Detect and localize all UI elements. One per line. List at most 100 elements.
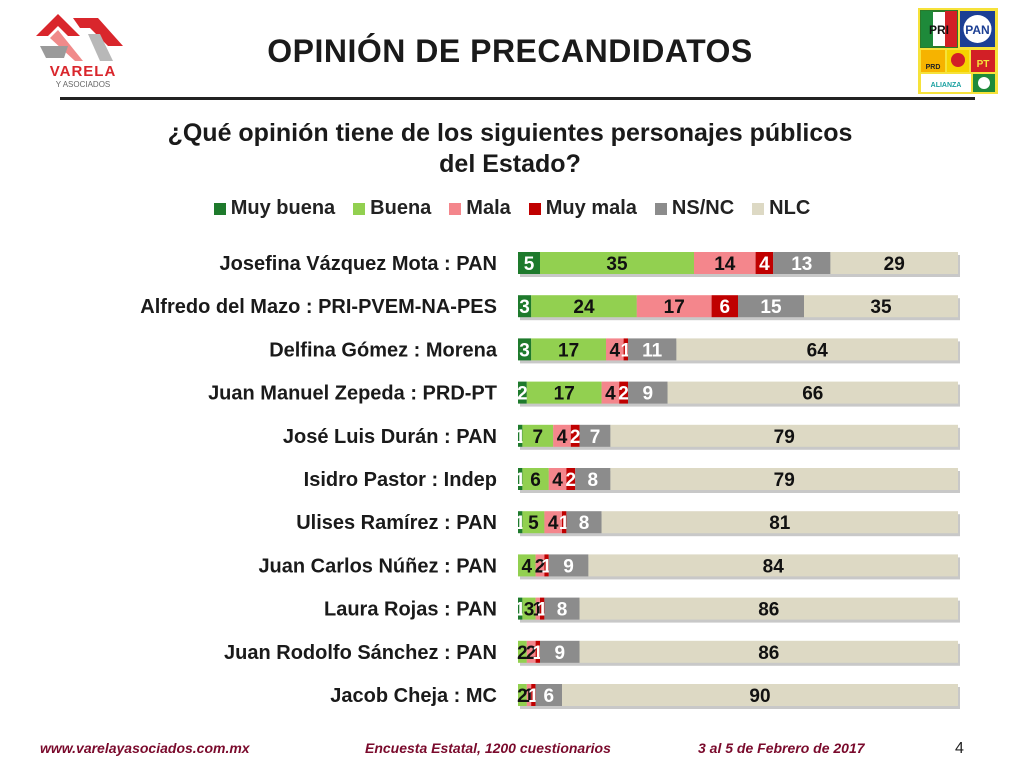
bar-segment [518,511,523,534]
bar-segment [518,554,536,577]
legend-label: Muy mala [545,197,637,219]
data-label: 66 [802,384,823,405]
data-label: 1 [528,686,539,707]
legend-swatch [213,202,226,215]
data-label: 4 [548,513,559,534]
bar-segment [588,554,958,577]
category-label: Laura Rojas : PAN [324,599,497,621]
bar-segment [518,597,523,620]
data-label: 1 [621,340,632,361]
bar-segment [548,468,567,490]
data-label: 2 [566,470,577,491]
bar-segment [526,381,602,404]
data-label: 5 [524,254,535,275]
bar-segment [518,295,532,318]
legend-label: NLC [769,197,811,219]
legend-item: Muy mala [528,197,637,220]
logo-pri-label: PRI [929,23,949,37]
bar-segment [562,511,567,534]
bar-segment [526,684,532,706]
data-label: 1 [559,513,570,534]
data-label: 64 [807,340,829,361]
data-label: 9 [555,643,566,664]
legend-label: NS/NC [671,197,735,219]
data-label: 2 [526,643,537,664]
data-label: 1 [533,600,544,621]
data-label: 17 [664,297,685,318]
data-label: 81 [769,513,791,534]
legend-swatch [654,202,667,215]
data-label: 6 [544,686,555,707]
data-label: 86 [758,643,779,664]
data-label: 3 [519,297,530,318]
page-title: OPINIÓN DE PRECANDIDATOS [267,33,753,69]
chart-title: ¿Qué opinión tiene de los siguientes per… [167,119,853,178]
data-label: 90 [749,686,770,707]
bar-segment [544,597,580,620]
bar-segment [553,424,571,447]
data-label: 4 [605,384,616,405]
logo-left-text: VARELA [50,63,117,80]
data-label: 3 [524,600,535,621]
stacked-bar-chart: Josefina Vázquez Mota : PAN 5 35 14 4 13 29Alf… [140,252,960,709]
bar-segment [544,554,549,577]
data-label: 24 [573,297,595,318]
bar-segment [531,295,637,318]
bar-segment [535,597,540,620]
data-label: 2 [618,384,629,405]
data-label: 1 [524,686,535,707]
footer-survey: Encuesta Estatal, 1200 cuestionarios [365,740,611,756]
bar-segment [540,597,545,620]
data-label: 1 [515,470,526,491]
bar-segment [522,597,536,620]
data-label: 29 [884,254,905,275]
bar-segment [518,468,523,490]
footer-date: 3 al 5 de Febrero de 2017 [698,740,865,756]
bar-segment [566,468,576,490]
bar-segment [830,252,958,274]
bar-segment [518,381,527,404]
data-label: 14 [714,254,736,275]
data-label: 8 [579,513,590,534]
data-label: 4 [552,470,563,491]
data-label: 79 [774,470,795,491]
bar-segment [535,554,545,577]
parties-logo: PRI PAN PRD PT ALIANZA [918,8,998,94]
data-label: 2 [517,384,528,405]
legend-swatch [449,202,462,215]
data-label: 13 [791,254,812,275]
bar-segment [579,424,611,447]
logo-alianza-label: ALIANZA [931,82,962,89]
data-label: 79 [774,427,795,448]
data-label: 1 [533,643,544,664]
data-label: 4 [557,427,568,448]
category-label: José Luis Durán : PAN [283,426,497,448]
bar-segment [676,338,958,361]
bar-segment [755,252,774,274]
bar-segment [562,684,958,706]
data-label: 4 [522,556,533,577]
bar-segment [535,640,540,663]
data-label: 1 [537,600,548,621]
bar-segment [518,684,527,706]
bar-segment [566,511,602,534]
bar-segment [773,252,831,274]
footer-website[interactable]: www.varelayasociados.com.mx [40,740,250,756]
legend-item: Muy buena [213,197,335,220]
data-label: 9 [563,556,574,577]
data-label: 1 [541,556,552,577]
bar-segment [606,338,624,361]
data-label: 2 [517,686,528,707]
category-label: Alfredo del Mazo : PRI-PVEM-NA-PES [140,296,497,318]
data-label: 2 [535,556,546,577]
category-label: Delfina Gómez : Morena [269,339,498,361]
bar-segment [570,424,580,447]
varela-logo: VARELA Y ASOCIADOS [28,6,138,90]
page-number: 4 [955,740,964,757]
bar-segment [518,424,523,447]
data-label: 7 [590,427,601,448]
data-label: 4 [610,340,621,361]
legend-item: Mala [449,197,511,220]
bar-segment [623,338,628,361]
bar-segment [628,381,668,404]
